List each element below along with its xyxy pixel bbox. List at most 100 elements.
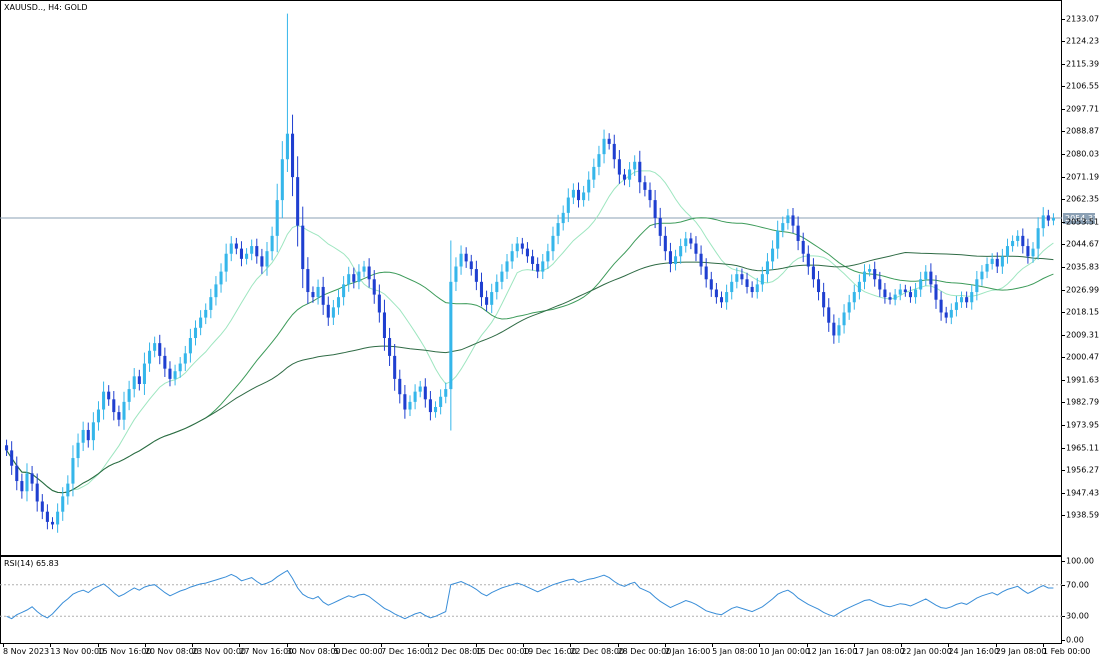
candle-body [393,355,397,379]
candle-body [1005,246,1010,257]
y-axis-label: 2097.71 [1066,104,1100,114]
x-axis-tick [712,644,714,647]
candle-body [735,274,739,282]
candle-body [837,325,841,336]
candle-body [260,256,264,267]
candle-body [479,281,484,298]
x-axis-label: 8 Nov 2023 [3,647,50,656]
candle-body [694,243,698,254]
x-axis-label: 24 Jan 16:00 [948,647,1000,656]
rsi-panel[interactable] [0,556,1062,644]
candle-body [367,266,371,280]
y-axis-tick [1062,221,1065,223]
candle-body [25,473,29,492]
y-axis-tick [1062,86,1065,88]
candle-body [117,412,121,420]
candle-body [459,253,463,267]
candle-body [500,271,504,282]
candle-body [582,192,586,201]
candle-body [372,279,376,295]
candle-body [5,445,9,451]
candle-body [45,511,49,522]
candle-body [245,253,249,259]
x-axis-label: 13 Nov 00:00 [50,647,105,656]
y-axis-tick [1062,63,1065,65]
y-axis-tick [1062,131,1065,133]
candle-body [689,238,693,244]
candle-body [811,266,815,280]
candle-body [776,230,780,249]
candle-body [76,442,80,459]
candle-body [352,274,356,282]
candle-body [985,263,989,272]
candle-body [40,501,44,512]
y-axis-label: 2115.39 [1066,59,1100,69]
candle-body [893,294,897,300]
main-chart-panel[interactable] [0,0,1062,556]
candle-body [888,297,892,300]
candle-body [653,200,657,218]
candle-body [398,378,402,395]
y-axis-label: 1973.95 [1066,420,1100,430]
y-axis-tick [1062,41,1065,43]
candle-body [178,363,182,372]
x-axis-label: 22 Dec 08:00 [570,647,625,656]
rsi-chart[interactable] [0,556,1100,644]
rsi-y-axis-label: 100.00 [1066,556,1094,566]
candle-body [107,391,111,400]
candle-body [1021,235,1025,247]
price-chart[interactable] [0,0,1100,556]
x-axis-label: 17 Jan 08:00 [853,647,905,656]
candle-body [771,248,775,262]
chart-title: XAUUSD.., H4: GOLD [4,3,88,12]
candle-body [239,248,243,259]
rsi-y-axis-label: 30.00 [1066,611,1089,621]
candle-body [750,286,754,293]
y-axis-tick [1062,154,1065,156]
candle-body [342,284,346,298]
y-axis-label: 2053.51 [1066,217,1100,227]
candle-body [878,279,882,290]
x-axis-tick [995,644,997,647]
candle-body [301,225,305,270]
candle-body [638,161,642,183]
y-axis-label: 2009.31 [1066,330,1100,340]
candle-body [515,243,519,252]
candle-body [551,235,555,252]
candle-body [924,271,928,280]
ma-slow-line [6,251,1054,494]
y-axis-label: 2035.83 [1066,262,1100,272]
candle-body [755,284,759,293]
x-axis-tick [806,644,808,647]
x-axis-label: 20 Nov 08:00 [144,647,199,656]
candle-body [525,248,529,257]
candle-body [592,166,596,180]
candle-body [587,179,591,193]
rsi-title: RSI(14) 65.83 [4,559,59,568]
candle-body [464,253,468,262]
y-axis-tick [1062,334,1065,336]
candle-body [418,386,422,392]
candle-body [658,217,662,236]
candle-body [684,238,688,247]
candle-body [674,256,678,264]
y-axis-tick [1062,492,1065,494]
candle-body [102,391,106,410]
candle-body [428,399,432,413]
candle-body [648,189,652,201]
candle-body [868,269,872,272]
candle-body [122,401,126,420]
candle-body [730,281,734,293]
y-axis-tick [1062,312,1065,314]
candle-body [331,307,335,318]
candle-body [628,169,632,180]
candle-body [132,376,136,390]
candle-body [112,399,116,413]
candle-body [1000,256,1004,267]
ma-fast-line [6,170,1054,494]
candle-body [556,223,560,236]
candle-body [796,225,800,241]
candle-body [280,159,284,201]
candle-body [234,243,238,249]
candle-body [336,297,341,308]
